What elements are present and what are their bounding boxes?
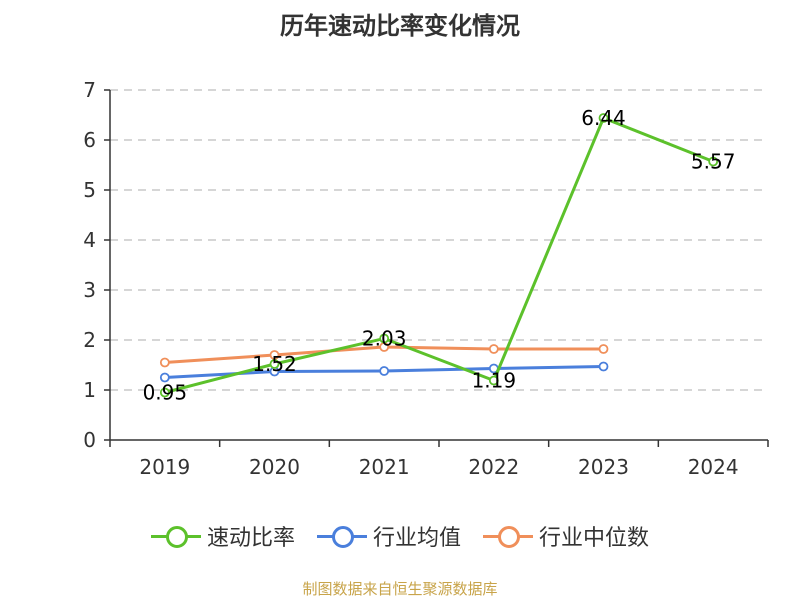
- data-label-2020: 1.52: [252, 352, 297, 376]
- series-0-point-2019: [159, 387, 170, 398]
- axes: 0 1 2 3 4 5 6 7 2019 2020 2021 2022 2023 2024: [83, 78, 769, 479]
- y-tick-label: 4: [83, 228, 96, 252]
- y-tick-label: 3: [83, 278, 96, 302]
- series-2-point-2019: [159, 357, 170, 368]
- y-tick-label: 1: [83, 378, 96, 402]
- series-2-point-2022: [488, 344, 499, 354]
- series-0-point-2022: [488, 375, 499, 386]
- data-label-2019: 0.95: [143, 381, 188, 405]
- y-tick-label: 5: [83, 178, 96, 202]
- series-1-point-2019: [159, 372, 170, 383]
- y-tick-label: 2: [83, 328, 96, 352]
- series-2-point-2020: [269, 350, 280, 360]
- legend-item-1[interactable]: 行业均值: [316, 520, 461, 552]
- legend-label: 行业均值: [372, 526, 461, 551]
- grid-lines: [110, 89, 768, 391]
- x-tick-label-2021: 2021: [359, 455, 410, 479]
- data-label-2022: 1.19: [472, 369, 517, 393]
- y-tick-label: 6: [83, 128, 96, 152]
- data-label-2023: 6.44: [581, 106, 626, 130]
- legend-swatch: [483, 525, 533, 548]
- y-tick-label: 7: [83, 78, 96, 102]
- y-tick-label: 0: [83, 428, 96, 452]
- legend-item-2[interactable]: 行业中位数: [483, 520, 649, 552]
- legend-swatch: [150, 525, 201, 548]
- x-tick-label-2023: 2023: [578, 455, 629, 479]
- legend-item-0[interactable]: 速动比率: [150, 520, 295, 552]
- series-0-point-2020: [269, 359, 280, 369]
- legend-label: 速动比率: [206, 526, 295, 551]
- x-tick-label-2024: 2024: [688, 455, 739, 479]
- legend: 速动比率 行业均值 行业中位数: [0, 520, 800, 552]
- series-0-point-2024: [708, 156, 719, 167]
- series-0-point-2021: [379, 333, 390, 344]
- data-label-2021: 2.03: [362, 327, 407, 351]
- data-labels: 0.95 1.52 2.03 1.19 6.44 5.57: [143, 106, 736, 405]
- x-tick-label-2019: 2019: [139, 455, 190, 479]
- legend-swatch: [316, 525, 367, 548]
- series-2-point-2023: [598, 344, 609, 354]
- series-line-0: [164, 116, 714, 394]
- source-note: 制图数据来自恒生聚源数据库: [302, 580, 498, 598]
- legend-label: 行业中位数: [539, 526, 650, 551]
- data-label-2024: 5.57: [691, 150, 736, 174]
- chart-title: 历年速动比率变化情况: [280, 12, 520, 40]
- x-tick-label-2020: 2020: [249, 455, 300, 479]
- series-1-point-2023: [598, 361, 609, 372]
- series-group: [159, 113, 719, 398]
- series-1-point-2021: [379, 366, 390, 376]
- x-tick-label-2022: 2022: [468, 455, 519, 479]
- series-0-point-2023: [598, 113, 609, 123]
